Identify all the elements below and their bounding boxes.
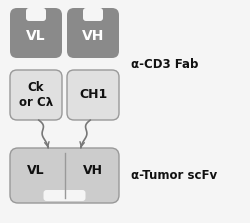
FancyBboxPatch shape <box>67 70 119 120</box>
FancyBboxPatch shape <box>67 8 119 58</box>
Text: VL: VL <box>26 29 46 43</box>
Text: VL: VL <box>27 163 45 176</box>
FancyBboxPatch shape <box>26 8 46 21</box>
FancyBboxPatch shape <box>83 8 103 21</box>
Text: VH: VH <box>82 29 104 43</box>
Text: CH1: CH1 <box>79 89 107 101</box>
Text: VH: VH <box>83 163 103 176</box>
Text: Ck
or Cλ: Ck or Cλ <box>19 81 53 109</box>
Text: α-Tumor scFv: α-Tumor scFv <box>131 169 217 182</box>
FancyBboxPatch shape <box>44 190 86 201</box>
FancyBboxPatch shape <box>10 8 62 58</box>
FancyBboxPatch shape <box>10 148 119 203</box>
Text: α-CD3 Fab: α-CD3 Fab <box>131 58 198 70</box>
FancyBboxPatch shape <box>10 70 62 120</box>
